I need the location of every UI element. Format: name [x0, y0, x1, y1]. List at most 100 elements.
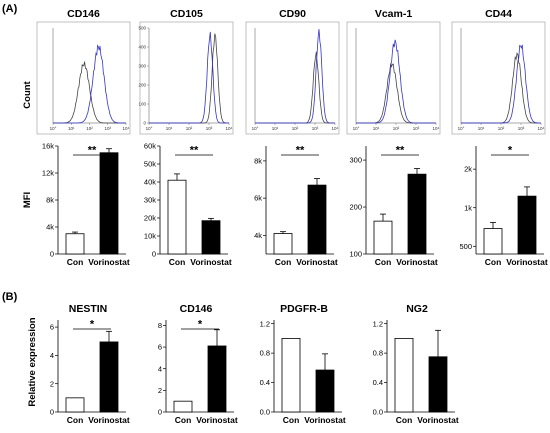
y-tick-label: 6: [158, 343, 162, 352]
y-tick-label: 1.2: [260, 319, 270, 328]
bar-vorinostat: [407, 173, 427, 255]
significance-marker: **: [88, 145, 97, 157]
y-tick-label: 20k: [144, 214, 156, 223]
y-tick-label: 8k: [254, 156, 262, 165]
significance-marker: *: [90, 319, 95, 331]
histogram-x-tick-label: 10³: [518, 126, 525, 131]
bar-con: [167, 179, 187, 255]
y-tick-label: 1k: [464, 203, 472, 212]
x-category-label: Con: [485, 257, 502, 267]
significance-marker: *: [508, 145, 513, 157]
y-tick-label: 0: [50, 250, 54, 259]
y-tick-label: 4: [158, 364, 162, 373]
histogram-x-tick-label: 10⁴: [226, 126, 233, 131]
x-category-label: Vorinostat: [506, 257, 548, 267]
histogram-x-tick-label: 10⁴: [433, 126, 440, 131]
bar-con: [373, 220, 393, 255]
x-category-label: Vorinostat: [296, 257, 338, 267]
histogram-x-tick-label: 10°: [458, 126, 465, 131]
histogram-vorinostat-curve: [461, 44, 541, 124]
histogram-y-tick-label: 500: [138, 26, 146, 31]
bar-con: [394, 337, 414, 413]
histogram-y-tick-label: 0: [143, 121, 146, 126]
histogram-x-tick-label: 10²: [393, 126, 400, 131]
bar-con: [483, 228, 503, 255]
histogram-frame: [245, 21, 340, 135]
chart-title: PDGFR-B: [280, 303, 328, 315]
y-tick-label: 40k: [144, 178, 156, 187]
y-tick-label: 500: [459, 242, 472, 251]
bar-con: [173, 400, 193, 413]
bar-con: [65, 397, 85, 413]
x-category-label: Vorinostat: [88, 257, 130, 267]
histogram-x-tick-label: 10¹: [478, 126, 485, 131]
y-tick-label: 0.4: [260, 378, 270, 387]
x-category-label: Con: [396, 415, 413, 425]
bar-vorinostat: [99, 152, 119, 255]
bar-vorinostat: [428, 356, 448, 413]
histogram-frame: [139, 21, 234, 135]
histogram-title: CD146: [67, 8, 100, 20]
x-category-label: Vorinostat: [304, 415, 346, 425]
y-tick-label: 0.0: [373, 408, 383, 417]
histogram-title: CD105: [170, 8, 203, 20]
histogram-vorinostat-curve: [149, 31, 229, 124]
x-category-label: Vorinostat: [417, 415, 459, 425]
chart-title: NG2: [406, 303, 428, 315]
x-category-label: Con: [67, 257, 84, 267]
y-tick-label: 50k: [144, 160, 156, 169]
x-category-label: Vorinostat: [190, 257, 232, 267]
panel-label-b: (B): [2, 291, 18, 303]
y-tick-label: 2: [50, 379, 54, 388]
mfi-ylabel: MFI: [22, 192, 33, 208]
histogram-x-tick-label: 10³: [413, 126, 420, 131]
significance-marker: **: [396, 145, 405, 157]
significance-marker: *: [198, 319, 203, 331]
histogram-x-tick-label: 10⁴: [538, 126, 545, 131]
histogram-x-tick-label: 10°: [353, 126, 360, 131]
y-tick-label: 0: [152, 250, 156, 259]
y-tick-label: 6k: [254, 194, 262, 203]
histogram-x-tick-label: 10³: [312, 126, 319, 131]
histogram-title: Vcam-1: [375, 8, 413, 20]
y-tick-label: 2: [158, 386, 162, 395]
relative-expression-ylabel: Relative expression: [27, 317, 38, 406]
y-tick-label: 30k: [144, 196, 156, 205]
histogram-frame: [346, 21, 441, 135]
y-tick-label: 4k: [254, 231, 262, 240]
bar-con: [273, 233, 293, 255]
y-tick-label: 0.0: [260, 408, 270, 417]
y-tick-label: 12k: [42, 169, 54, 178]
bar-con: [65, 233, 85, 255]
histogram-y-tick-label: 400: [138, 45, 146, 50]
x-category-label: Con: [275, 257, 292, 267]
bar-vorinostat: [99, 341, 119, 413]
histogram-vorinostat-curve: [356, 39, 436, 124]
histogram-frame: [451, 21, 546, 135]
y-tick-label: 10k: [144, 232, 156, 241]
x-category-label: Vorinostat: [88, 415, 130, 425]
histogram-x-tick-label: 10¹: [68, 126, 75, 131]
histogram-title: CD44: [485, 8, 512, 20]
x-category-label: Vorinostat: [196, 415, 238, 425]
histogram-y-tick-label: 200: [138, 83, 146, 88]
histogram-x-tick-label: 10²: [292, 126, 299, 131]
histogram-x-tick-label: 10³: [104, 126, 111, 131]
histogram-y-tick-label: 100: [138, 102, 146, 107]
x-category-label: Con: [283, 415, 300, 425]
y-tick-label: 100: [349, 250, 362, 259]
histogram-x-tick-label: 10¹: [272, 126, 279, 131]
y-tick-label: 8k: [46, 196, 54, 205]
hist-ylabel: Count: [22, 80, 33, 108]
y-tick-label: 0: [50, 408, 54, 417]
significance-marker: **: [190, 145, 199, 157]
x-category-label: Con: [67, 415, 84, 425]
x-category-label: Con: [169, 257, 186, 267]
histogram-x-tick-label: 10²: [498, 126, 505, 131]
histogram-vorinostat-curve: [255, 29, 335, 124]
histogram-x-tick-label: 10⁴: [123, 126, 130, 131]
y-tick-label: 1.2: [373, 319, 383, 328]
bar-vorinostat: [207, 345, 227, 413]
histogram-x-tick-label: 10°: [146, 126, 153, 131]
